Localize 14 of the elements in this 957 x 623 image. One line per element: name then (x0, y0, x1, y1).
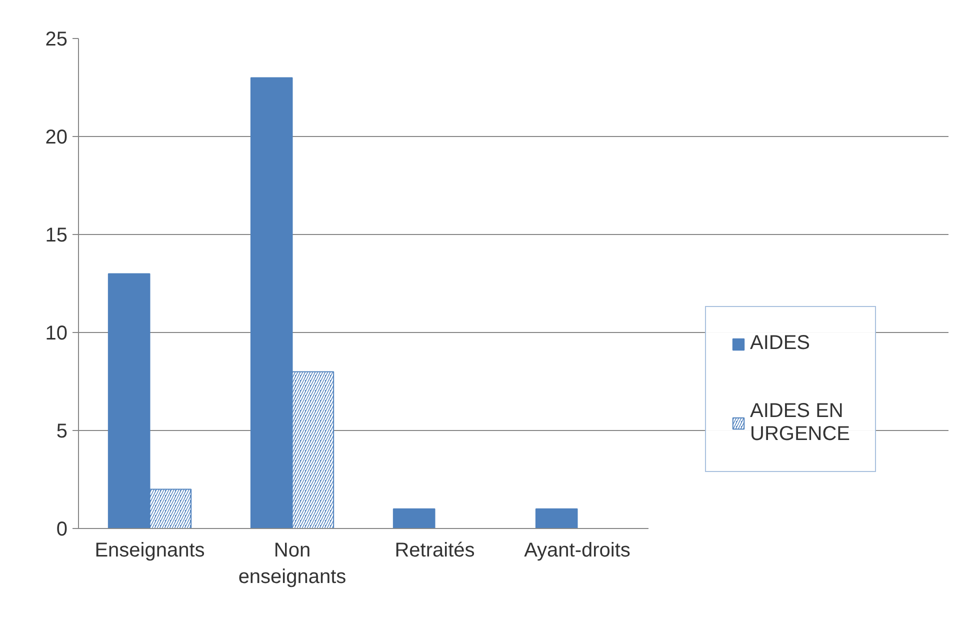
y-tick-label: 15 (45, 224, 68, 246)
y-tick-label: 5 (56, 420, 68, 442)
y-tick-label: 25 (45, 28, 68, 50)
legend-label: AIDES EN URGENCE (750, 400, 850, 446)
x-tick-label: Ayant-droits (524, 540, 630, 562)
legend-label: AIDES (750, 332, 810, 355)
x-tick-label: Enseignants (94, 540, 205, 562)
bar (392, 508, 436, 528)
x-tick-label: Non enseignants (238, 540, 346, 588)
y-tick-label: 0 (56, 518, 68, 540)
y-tick-label: 10 (45, 322, 68, 344)
bar (535, 508, 578, 528)
y-tick-label: 20 (45, 126, 68, 148)
x-tick-label: Retraités (394, 540, 475, 562)
